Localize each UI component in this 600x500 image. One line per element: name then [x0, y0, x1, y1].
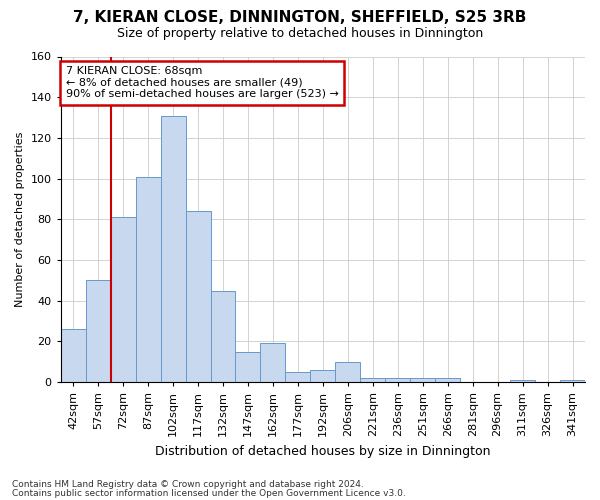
Bar [560, 380, 585, 382]
Bar [335, 362, 361, 382]
Text: 7 KIERAN CLOSE: 68sqm
← 8% of detached houses are smaller (49)
90% of semi-detac: 7 KIERAN CLOSE: 68sqm ← 8% of detached h… [66, 66, 339, 100]
Bar [86, 280, 110, 382]
Y-axis label: Number of detached properties: Number of detached properties [15, 132, 25, 307]
Bar [260, 344, 286, 382]
Bar [61, 329, 86, 382]
Bar [510, 380, 535, 382]
Bar [385, 378, 410, 382]
Bar [435, 378, 460, 382]
Bar [211, 290, 235, 382]
X-axis label: Distribution of detached houses by size in Dinnington: Distribution of detached houses by size … [155, 444, 491, 458]
Text: Contains public sector information licensed under the Open Government Licence v3: Contains public sector information licen… [12, 488, 406, 498]
Bar [136, 176, 161, 382]
Bar [235, 352, 260, 382]
Bar [161, 116, 185, 382]
Text: Size of property relative to detached houses in Dinnington: Size of property relative to detached ho… [117, 28, 483, 40]
Bar [310, 370, 335, 382]
Text: Contains HM Land Registry data © Crown copyright and database right 2024.: Contains HM Land Registry data © Crown c… [12, 480, 364, 489]
Text: 7, KIERAN CLOSE, DINNINGTON, SHEFFIELD, S25 3RB: 7, KIERAN CLOSE, DINNINGTON, SHEFFIELD, … [73, 10, 527, 25]
Bar [361, 378, 385, 382]
Bar [410, 378, 435, 382]
Bar [110, 218, 136, 382]
Bar [286, 372, 310, 382]
Bar [185, 211, 211, 382]
